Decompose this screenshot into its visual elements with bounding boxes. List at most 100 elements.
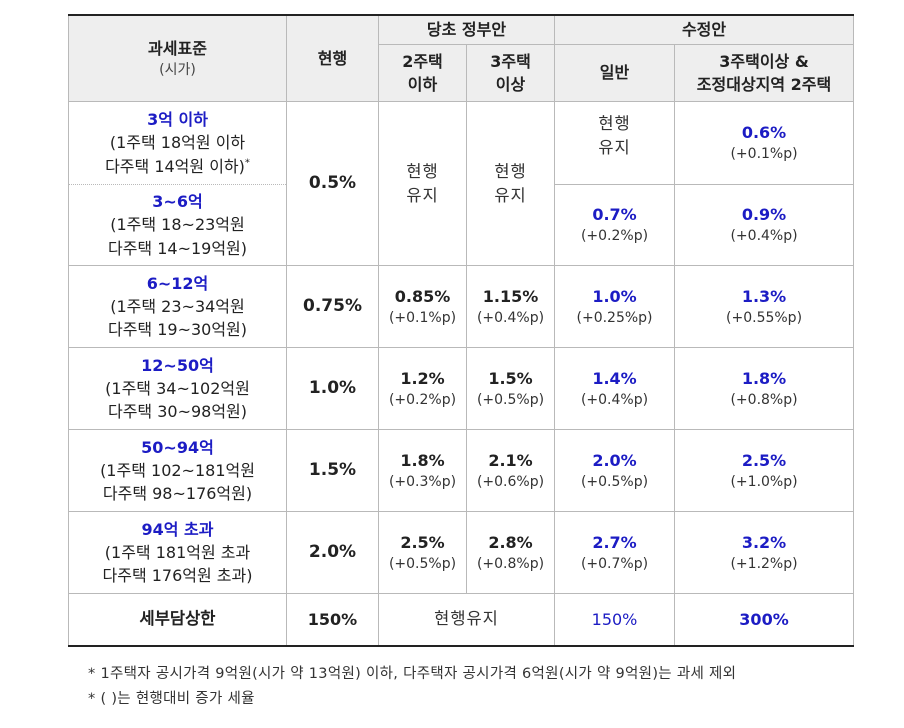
bracket-line1: (1주택 102~181억원 [100, 460, 255, 480]
bracket-label: 94억 초과 [141, 519, 214, 539]
bracket-label: 3억 이하 [147, 110, 208, 130]
bracket-line1: (1주택 181억원 초과 [104, 542, 251, 562]
rev-general-line1: 현행 [598, 114, 631, 133]
header-orig-col1-line2: 이하 [407, 75, 438, 94]
rev-general-rate: 0.7% [592, 205, 637, 225]
rev-multi-increase: (+0.4%p) [730, 228, 798, 245]
orig-three-rate: 2.8% [488, 532, 533, 552]
orig-three-cell: 1.15% (+0.4%p) [465, 265, 556, 348]
rev-multi-cell: 0.9% (+0.4%p) [674, 184, 855, 266]
bracket-line1: (1주택 18~23억원 [110, 215, 245, 235]
rev-general-increase: (+0.7%p) [580, 555, 649, 572]
rev-multi-increase: (+0.55%p) [726, 309, 803, 326]
orig-two-rate: 0.85% [394, 286, 451, 306]
bracket-cell: 3억 이하 (1주택 18억원 이하 다주택 14억원 이하)* [68, 101, 287, 185]
orig-keep-line1: 현행 [494, 161, 527, 181]
orig-three-cell: 2.8% (+0.8%p) [465, 511, 556, 594]
orig-keep-line2: 유지 [406, 185, 439, 205]
current-rate-cell: 0.75% [286, 265, 379, 348]
bracket-cell: 50~94억 (1주택 102~181억원 다주택 98~176억원) [68, 429, 287, 512]
bracket-label: 3~6억 [152, 192, 203, 212]
rev-multi-cell: 2.5% (+1.0%p) [674, 429, 855, 512]
current-rate-cell: 1.5% [286, 429, 379, 512]
rev-general-cell: 2.0% (+0.5%p) [554, 429, 676, 512]
footnote-2: * ( )는 현행대비 증가 세율 [88, 691, 255, 707]
table-row: 3억 이하 (1주택 18억원 이하 다주택 14억원 이하)* 0.5% 현행… [68, 101, 855, 266]
bracket-line2: 다주택 14억원 이하) [105, 156, 245, 176]
rev-multi-increase: (+0.1%p) [730, 146, 798, 163]
footnote-1: * 1주택자 공시가격 9억원(시가 약 13억원) 이하, 다주택자 공시가격… [88, 666, 737, 682]
rev-general-increase: (+0.25%p) [576, 309, 653, 326]
bracket-label: 6~12억 [146, 273, 209, 293]
orig-three-cell: 2.1% (+0.6%p) [465, 429, 556, 512]
rev-general-line2: 유지 [598, 137, 631, 157]
rev-multi-increase: (+0.8%p) [730, 391, 798, 408]
header-revised-proposal: 수정안 [554, 14, 855, 45]
orig-three-rate: 2.1% [488, 450, 533, 470]
bracket-cell: 12~50억 (1주택 34~102억원 다주택 30~98억원) [68, 347, 287, 430]
rev-multi-increase: (+1.0%p) [730, 473, 798, 490]
rev-multi-rate: 2.5% [741, 450, 787, 470]
orig-two-cell: 2.5% (+0.5%p) [378, 511, 467, 594]
rev-general-cell: 1.4% (+0.4%p) [554, 347, 676, 430]
bracket-line2: 다주택 98~176억원) [102, 484, 253, 504]
orig-keep-line1: 현행 [406, 161, 439, 181]
header-rev-multi: 3주택이상 & 조정대상지역 2주택 [674, 44, 855, 102]
rev-multi-cell: 1.3% (+0.55%p) [674, 265, 855, 348]
rev-multi-cell: 3.2% (+1.2%p) [674, 511, 855, 594]
orig-two-rate: 2.5% [400, 532, 445, 552]
header-standard: 과세표준 (시가) [68, 14, 287, 102]
current-rate-cell: 1.0% [286, 347, 379, 430]
rev-multi-rate: 3.2% [741, 532, 787, 552]
current-rate-cell: 0.5% [286, 101, 379, 266]
bracket-line1: (1주택 34~102억원 [105, 378, 250, 398]
rev-general-cell: 2.7% (+0.7%p) [554, 511, 676, 594]
bracket-line2: 다주택 14~19억원) [107, 238, 248, 258]
header-original-proposal: 당초 정부안 [377, 14, 556, 45]
orig-three-increase: (+0.8%p) [476, 555, 545, 572]
orig-two-rate: 1.2% [400, 368, 445, 388]
rev-general-rate: 1.4% [592, 368, 637, 388]
rev-multi-increase: (+1.2%p) [730, 555, 798, 572]
rev-general-increase: (+0.5%p) [580, 473, 649, 490]
bracket-line2: 다주택 19~30억원) [107, 320, 248, 340]
rev-multi-rate: 1.3% [741, 286, 787, 306]
orig-two-cell: 0.85% (+0.1%p) [378, 265, 467, 348]
header-rev-col2-line2: 조정대상지역 2주택 [696, 75, 832, 94]
rev-multi-cell: 0.6% (+0.1%p) [674, 101, 855, 185]
tax-cap-row: 세부담상한 150% 현행유지 150% 300% [68, 593, 855, 646]
bracket-line2: 다주택 176억원 초과) [102, 566, 253, 586]
rev-general-increase: (+0.4%p) [580, 391, 649, 408]
orig-three-rate: 1.5% [488, 368, 533, 388]
header-orig-three-or-more: 3주택 이상 [465, 44, 556, 102]
table-row: 6~12억 (1주택 23~34억원 다주택 19~30억원) 0.75% 0.… [68, 265, 855, 348]
cap-current: 150% [286, 593, 379, 646]
tax-rate-table: 과세표준 (시가) 현행 당초 정부안 수정안 2주택 이하 3주택 이상 일반… [68, 14, 855, 647]
cap-rev-multi: 300% [674, 593, 855, 646]
table-row: 50~94억 (1주택 102~181억원 다주택 98~176억원) 1.5%… [68, 429, 855, 512]
header-orig-col1-line1: 2주택 [402, 51, 443, 71]
rev-general-increase: (+0.2%p) [580, 228, 649, 245]
header-orig-two-or-less: 2주택 이하 [378, 44, 467, 102]
table-row: 3~6억 (1주택 18~23억원 다주택 14~19억원) 0.7% (+0.… [68, 184, 855, 266]
bracket-line1: (1주택 18억원 이하 [109, 133, 246, 153]
orig-three-increase: (+0.4%p) [476, 309, 545, 326]
orig-three-increase: (+0.6%p) [476, 473, 545, 490]
footnotes: * 1주택자 공시가격 9억원(시가 약 13억원) 이하, 다주택자 공시가격… [88, 662, 736, 712]
orig-three-increase: (+0.5%p) [476, 391, 545, 408]
bracket-line2: 다주택 30~98억원) [107, 402, 248, 422]
rev-general-cell: 현행 유지 [554, 101, 676, 185]
orig-two-increase: (+0.5%p) [388, 555, 457, 572]
header-orig-col2-line2: 이상 [495, 75, 526, 94]
header-standard-label: 과세표준 [148, 38, 207, 58]
orig-keep-cell-2: 현행 유지 [465, 101, 556, 266]
footnote-mark: * [244, 157, 250, 169]
table-row: 94억 초과 (1주택 181억원 초과 다주택 176억원 초과) 2.0% … [68, 511, 855, 594]
rev-multi-rate: 1.8% [741, 368, 787, 388]
bracket-cell: 3~6억 (1주택 18~23억원 다주택 14~19억원) [68, 184, 287, 266]
header-current: 현행 [286, 14, 379, 102]
cap-label: 세부담상한 [68, 593, 287, 646]
bracket-label: 50~94억 [141, 437, 214, 457]
cap-rev-general: 150% [554, 593, 676, 646]
header-orig-col2-line1: 3주택 [490, 51, 531, 71]
